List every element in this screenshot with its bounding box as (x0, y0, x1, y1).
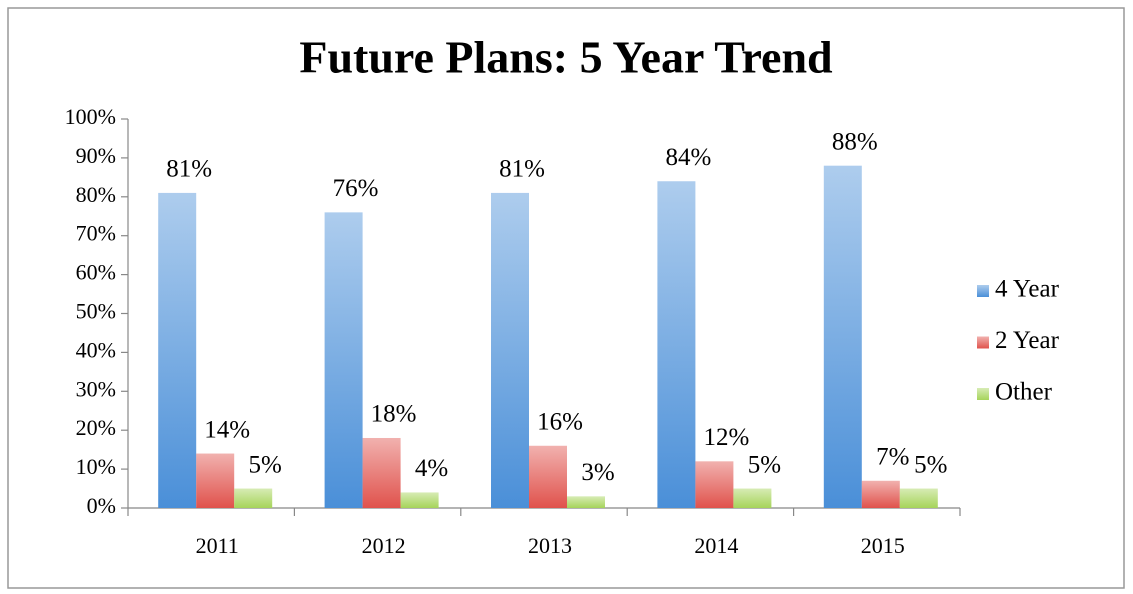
y-tick-label: 20% (76, 415, 116, 440)
legend-label: Other (995, 379, 1053, 406)
x-tick-label: 2014 (694, 533, 738, 558)
value-label: 76% (333, 175, 379, 202)
value-label: 5% (748, 451, 781, 478)
bar (567, 496, 605, 508)
value-label: 5% (914, 451, 947, 478)
bar (733, 488, 772, 508)
bar (158, 192, 197, 508)
y-tick-label: 60% (76, 260, 116, 285)
value-label: 84% (665, 144, 711, 171)
bar (657, 181, 696, 509)
bar (400, 492, 439, 508)
legend-swatch (977, 336, 989, 349)
legend-label: 2 Year (995, 327, 1060, 354)
y-tick-label: 90% (76, 143, 116, 168)
x-tick-label: 2011 (196, 533, 239, 558)
bar (234, 488, 273, 508)
y-tick-label: 30% (76, 376, 116, 401)
bar (823, 165, 862, 508)
value-label: 7% (876, 444, 909, 471)
value-label: 12% (703, 424, 749, 451)
y-tick-label: 100% (65, 104, 116, 129)
bar (196, 453, 235, 508)
y-tick-label: 80% (76, 182, 116, 207)
bar (899, 488, 938, 508)
x-tick-label: 2013 (528, 533, 572, 558)
bar (529, 445, 567, 508)
bar (362, 437, 401, 508)
bar (861, 480, 900, 508)
legend-label: 4 Year (995, 276, 1060, 303)
value-label: 14% (204, 416, 250, 443)
y-tick-label: 40% (76, 337, 116, 362)
value-label: 18% (371, 401, 417, 428)
x-tick-label: 2012 (362, 533, 406, 558)
value-label: 16% (537, 408, 583, 435)
value-label: 81% (166, 156, 212, 183)
x-tick-label: 2015 (861, 533, 905, 558)
y-tick-label: 70% (76, 221, 116, 246)
y-tick-label: 10% (76, 454, 116, 479)
value-label: 3% (581, 459, 614, 486)
value-label: 5% (249, 451, 282, 478)
bar (324, 212, 363, 509)
bar (695, 461, 734, 508)
value-label: 4% (415, 455, 448, 482)
chart-title: Future Plans: 5 Year Trend (299, 32, 833, 83)
y-tick-label: 50% (76, 299, 116, 324)
legend-swatch (977, 285, 989, 297)
value-label: 88% (832, 128, 878, 155)
value-label: 81% (499, 156, 545, 183)
y-tick-label: 0% (87, 493, 116, 518)
bar (491, 192, 529, 508)
legend-swatch (977, 388, 989, 400)
